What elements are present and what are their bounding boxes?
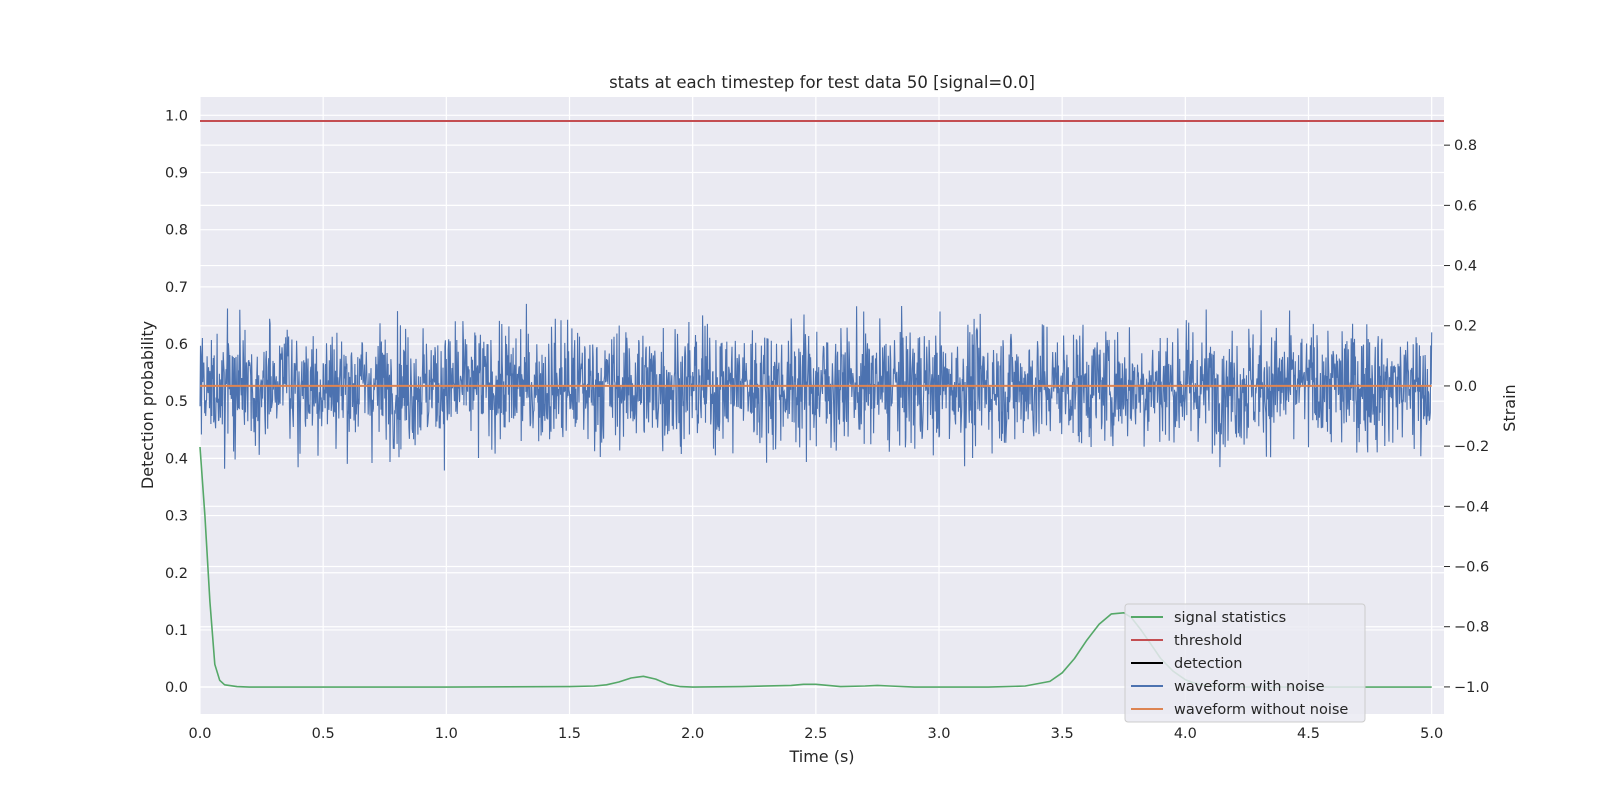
series-waveform-with-noise: [199, 303, 1433, 471]
x-tick-label: 1.0: [435, 726, 458, 742]
x-axis-label: Time (s): [788, 747, 854, 766]
y2-tick-label: −0.2: [1454, 439, 1489, 455]
y-tick-label: 0.0: [165, 680, 188, 696]
y-tick-label: 0.4: [165, 451, 188, 467]
y-tick-label: 0.6: [165, 337, 188, 353]
y-tick-label: 0.9: [165, 165, 188, 181]
y2-axis-label: Strain: [1500, 384, 1519, 431]
x-tick-label: 1.5: [558, 726, 581, 742]
x-tick-label: 0.5: [312, 726, 335, 742]
y-tick-label: 0.8: [165, 223, 188, 239]
y2-tick-label: 0.6: [1454, 198, 1477, 214]
y2-tick-label: 0.4: [1454, 259, 1477, 275]
y2-tick-label: 0.0: [1454, 379, 1477, 395]
y-tick-label: 0.2: [165, 566, 188, 582]
y2-tick-label: 0.8: [1454, 138, 1477, 154]
y2-tick-label: 0.2: [1454, 319, 1477, 335]
y2-tick-label: −1.0: [1454, 680, 1489, 696]
y2-tick-label: −0.8: [1454, 620, 1489, 636]
legend: signal statistics threshold detection wa…: [1124, 603, 1366, 723]
legend-label-waveform-without-noise: waveform without noise: [1174, 702, 1348, 718]
chart-title: stats at each timestep for test data 50 …: [609, 73, 1035, 92]
x-tick-label: 2.5: [804, 726, 827, 742]
y-tick-label: 0.5: [165, 394, 188, 410]
x-tick-label: 2.0: [681, 726, 704, 742]
y-tick-label: 0.1: [165, 623, 188, 639]
y-tick-label: 0.7: [165, 280, 188, 296]
y-tick-label: 1.0: [165, 108, 188, 124]
legend-label-waveform-with-noise: waveform with noise: [1174, 679, 1325, 695]
y2-tick-label: −0.4: [1454, 499, 1489, 515]
x-tick-label: 3.5: [1051, 726, 1074, 742]
x-tick-label: 4.5: [1297, 726, 1320, 742]
x-tick-label: 3.0: [927, 726, 950, 742]
x-tick-label: 5.0: [1420, 726, 1443, 742]
legend-label-threshold: threshold: [1174, 633, 1242, 649]
y-tick-label: 0.3: [165, 509, 188, 525]
y2-tick-label: −0.6: [1454, 560, 1489, 576]
legend-box: [1124, 603, 1366, 723]
y-axis-label: Detection probability: [138, 321, 157, 489]
legend-label-signal-statistics: signal statistics: [1174, 610, 1286, 626]
x-tick-label: 0.0: [188, 726, 211, 742]
legend-label-detection: detection: [1174, 656, 1242, 672]
tick-labels: 0.0 0.5 1.0 1.5 2.0 2.5 3.0 3.5 4.0 4.5 5.0 0.0 0.1 0…: [165, 108, 1489, 742]
x-tick-label: 4.0: [1174, 726, 1197, 742]
